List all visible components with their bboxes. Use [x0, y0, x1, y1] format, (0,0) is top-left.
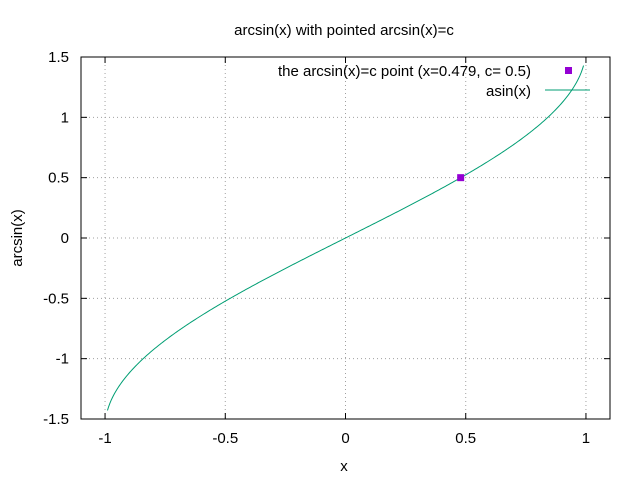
- y-tick-label: 1: [61, 109, 69, 126]
- y-tick-label: 0.5: [48, 170, 69, 187]
- x-tick-label: 0: [341, 430, 349, 447]
- y-tick-label: 0: [61, 230, 69, 247]
- x-tick-label: 1: [582, 430, 590, 447]
- ticks: [81, 56, 610, 420]
- y-tick-label: 1.5: [48, 49, 69, 66]
- legend-label-point: the arcsin(x)=c point (x=0.479, c= 0.5): [278, 63, 531, 80]
- x-axis-label: x: [340, 458, 348, 475]
- y-tick-label: -1.5: [43, 411, 69, 428]
- asin-curve-layer: [106, 65, 585, 411]
- y-tick-label: -0.5: [43, 290, 69, 307]
- arcsin-c-point: [457, 174, 465, 182]
- point-layer: [457, 174, 465, 182]
- x-tick-label: -0.5: [212, 430, 238, 447]
- legend-point-marker: [565, 67, 572, 74]
- tick-labels: -1 -0.5 0 0.5 1 -1.5 -1 -0.5 0 0.5 1 1.5: [43, 49, 590, 447]
- chart-title: arcsin(x) with pointed arcsin(x)=c: [234, 22, 454, 39]
- x-tick-label: -1: [98, 430, 111, 447]
- x-tick-label: 0.5: [455, 430, 476, 447]
- legend: the arcsin(x)=c point (x=0.479, c= 0.5) …: [278, 63, 590, 100]
- y-tick-label: -1: [56, 351, 69, 368]
- y-axis-label: arcsin(x): [9, 209, 26, 267]
- legend-label-asin: asin(x): [486, 83, 531, 100]
- asin-curve: [106, 65, 585, 411]
